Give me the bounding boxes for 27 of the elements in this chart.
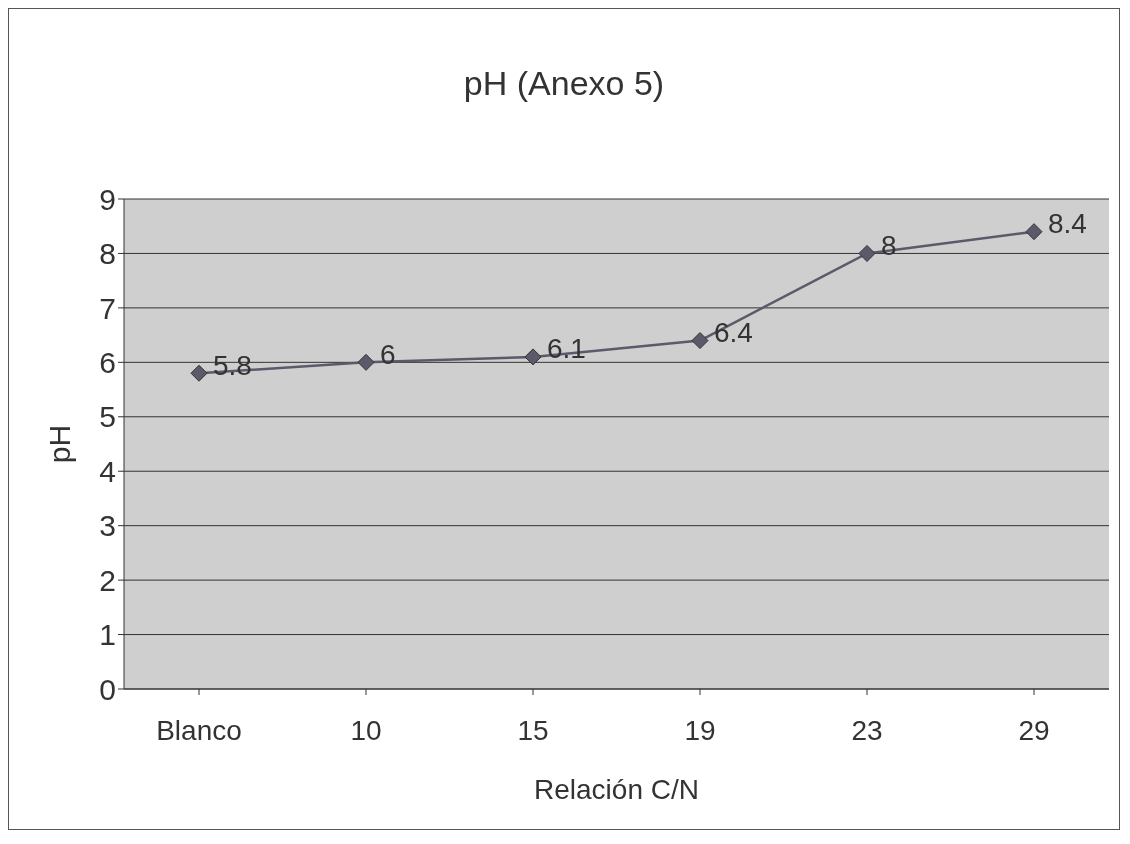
x-tick-label: 19 (684, 714, 716, 746)
point (858, 244, 876, 262)
x-tick-label: 10 (350, 714, 382, 746)
y-tick-label: 8 (99, 237, 116, 271)
y-tick-label: 9 (99, 182, 116, 216)
y-axis-title: pH (42, 424, 76, 464)
y-tick-label: 0 (99, 672, 116, 706)
x-tick-label: 15 (517, 714, 549, 746)
y-tick-label: 3 (99, 509, 116, 543)
x-axis-title: Relación C/N (534, 774, 699, 805)
y-tick-label: 6 (99, 345, 116, 379)
data-label: 6.4 (714, 316, 753, 348)
x-tick-label: 29 (1018, 714, 1050, 746)
y-tick-label: 2 (99, 563, 116, 597)
point (1025, 223, 1043, 241)
y-tick-label: 7 (99, 291, 116, 325)
y-tick-label: 5 (99, 400, 116, 434)
point (190, 364, 208, 382)
point (691, 332, 709, 350)
y-tick-label: 1 (99, 618, 116, 652)
chart-title: pH (Anexo 5) (462, 64, 666, 103)
x-tick-label: 23 (851, 714, 883, 746)
point (357, 353, 375, 371)
data-label: 8.4 (1048, 208, 1087, 240)
x-tick-label: Blanco (156, 714, 242, 746)
y-tick-label: 4 (99, 454, 116, 488)
point (524, 348, 542, 366)
